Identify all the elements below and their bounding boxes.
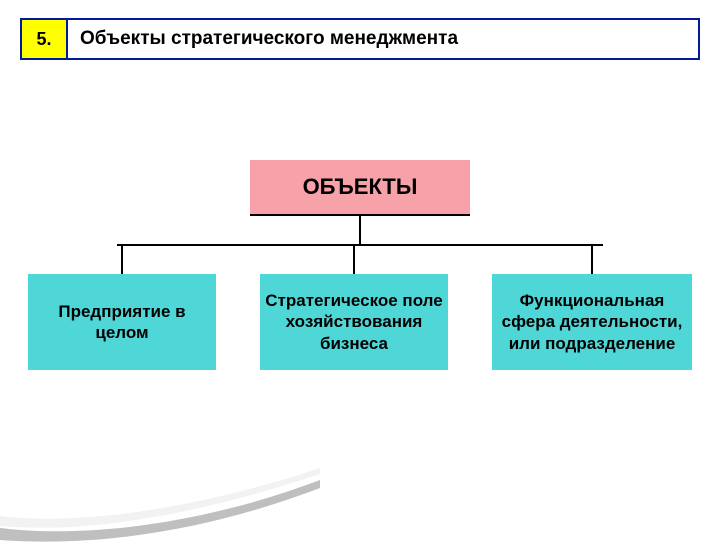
- header-title: Объекты стратегического менеджмента: [68, 20, 698, 58]
- tree-child-node: Предприятие в целом: [28, 274, 216, 370]
- tree-child-wrap: Стратегическое поле хозяйствования бизне…: [260, 246, 448, 370]
- tree-child-wrap: Функциональная сфера деятельности, или п…: [492, 246, 692, 370]
- tree-child-node: Функциональная сфера деятельности, или п…: [492, 274, 692, 370]
- header-number: 5.: [22, 20, 68, 58]
- tree-child-wrap: Предприятие в целом: [28, 246, 216, 370]
- tree-diagram: ОБЪЕКТЫ Предприятие в целом Стратегическ…: [0, 160, 720, 370]
- tree-root-node: ОБЪЕКТЫ: [250, 160, 470, 216]
- connector-vertical: [353, 246, 355, 274]
- tree-child-node: Стратегическое поле хозяйствования бизне…: [260, 274, 448, 370]
- header-row: 5. Объекты стратегического менеджмента: [20, 18, 700, 60]
- connector-vertical: [121, 246, 123, 274]
- swoosh-path-light: [0, 468, 320, 558]
- tree-children: Предприятие в целом Стратегическое поле …: [0, 246, 720, 370]
- connector-vertical: [359, 216, 361, 244]
- decorative-swoosh: [0, 468, 320, 558]
- connector-vertical: [591, 246, 593, 274]
